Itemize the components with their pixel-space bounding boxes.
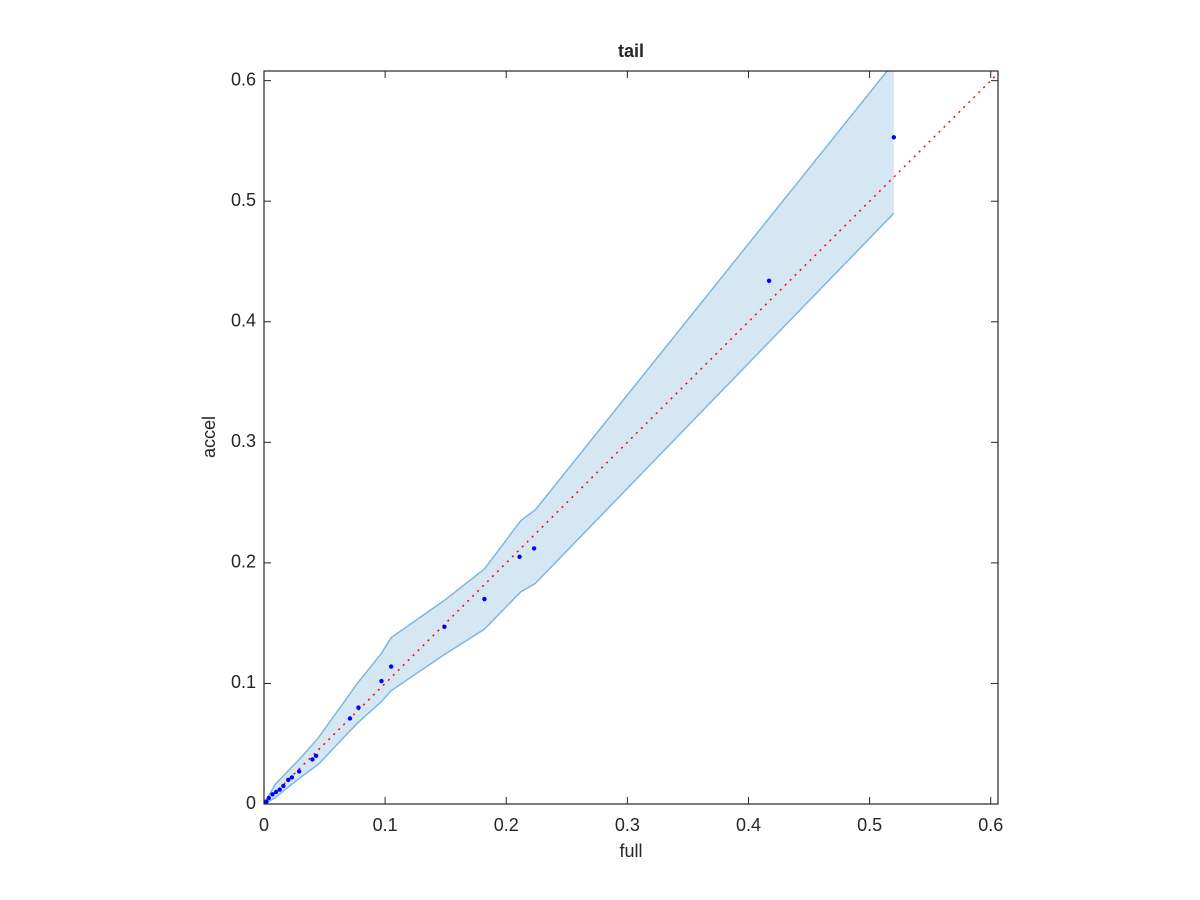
point xyxy=(379,678,384,684)
point xyxy=(310,757,315,762)
point xyxy=(766,278,772,283)
x-tick-label: 0.1 xyxy=(373,815,398,835)
point xyxy=(286,777,291,783)
x-axis-label: full xyxy=(619,841,642,861)
point xyxy=(347,716,353,721)
y-tick-label: 0.2 xyxy=(231,552,256,572)
point xyxy=(482,596,487,602)
x-tick-label: 0.6 xyxy=(978,815,1003,835)
point xyxy=(277,787,282,792)
plot-area xyxy=(264,71,998,804)
point xyxy=(289,775,295,780)
y-tick-label: 0 xyxy=(246,793,256,813)
y-tick-label: 0.1 xyxy=(231,672,256,692)
point xyxy=(273,789,279,795)
y-tick-label: 0.5 xyxy=(231,190,256,210)
y-tick-label: 0.6 xyxy=(231,69,256,89)
band-lower xyxy=(264,212,895,804)
y-axis-label: accel xyxy=(199,416,219,458)
x-tick-label: 0.3 xyxy=(615,815,640,835)
point xyxy=(356,705,361,710)
axes-box xyxy=(263,70,999,805)
point xyxy=(281,783,286,789)
point xyxy=(891,135,897,140)
y-tick-label: 0.3 xyxy=(231,431,256,451)
point xyxy=(531,546,537,551)
point xyxy=(296,769,302,774)
reference-line xyxy=(264,72,998,804)
y-tick-label: 0.4 xyxy=(231,311,256,331)
band-fill xyxy=(264,71,894,804)
chart-title: tail xyxy=(618,41,644,61)
x-tick-label: 0.4 xyxy=(736,815,761,835)
point xyxy=(313,753,319,758)
x-tick-label: 0.2 xyxy=(494,815,519,835)
point xyxy=(517,554,522,560)
point xyxy=(270,792,275,797)
x-tick-label: 0.5 xyxy=(857,815,882,835)
point xyxy=(266,795,272,801)
x-tick-label: 0 xyxy=(259,815,269,835)
point xyxy=(388,664,394,669)
band-upper xyxy=(264,71,889,804)
point xyxy=(442,624,447,629)
